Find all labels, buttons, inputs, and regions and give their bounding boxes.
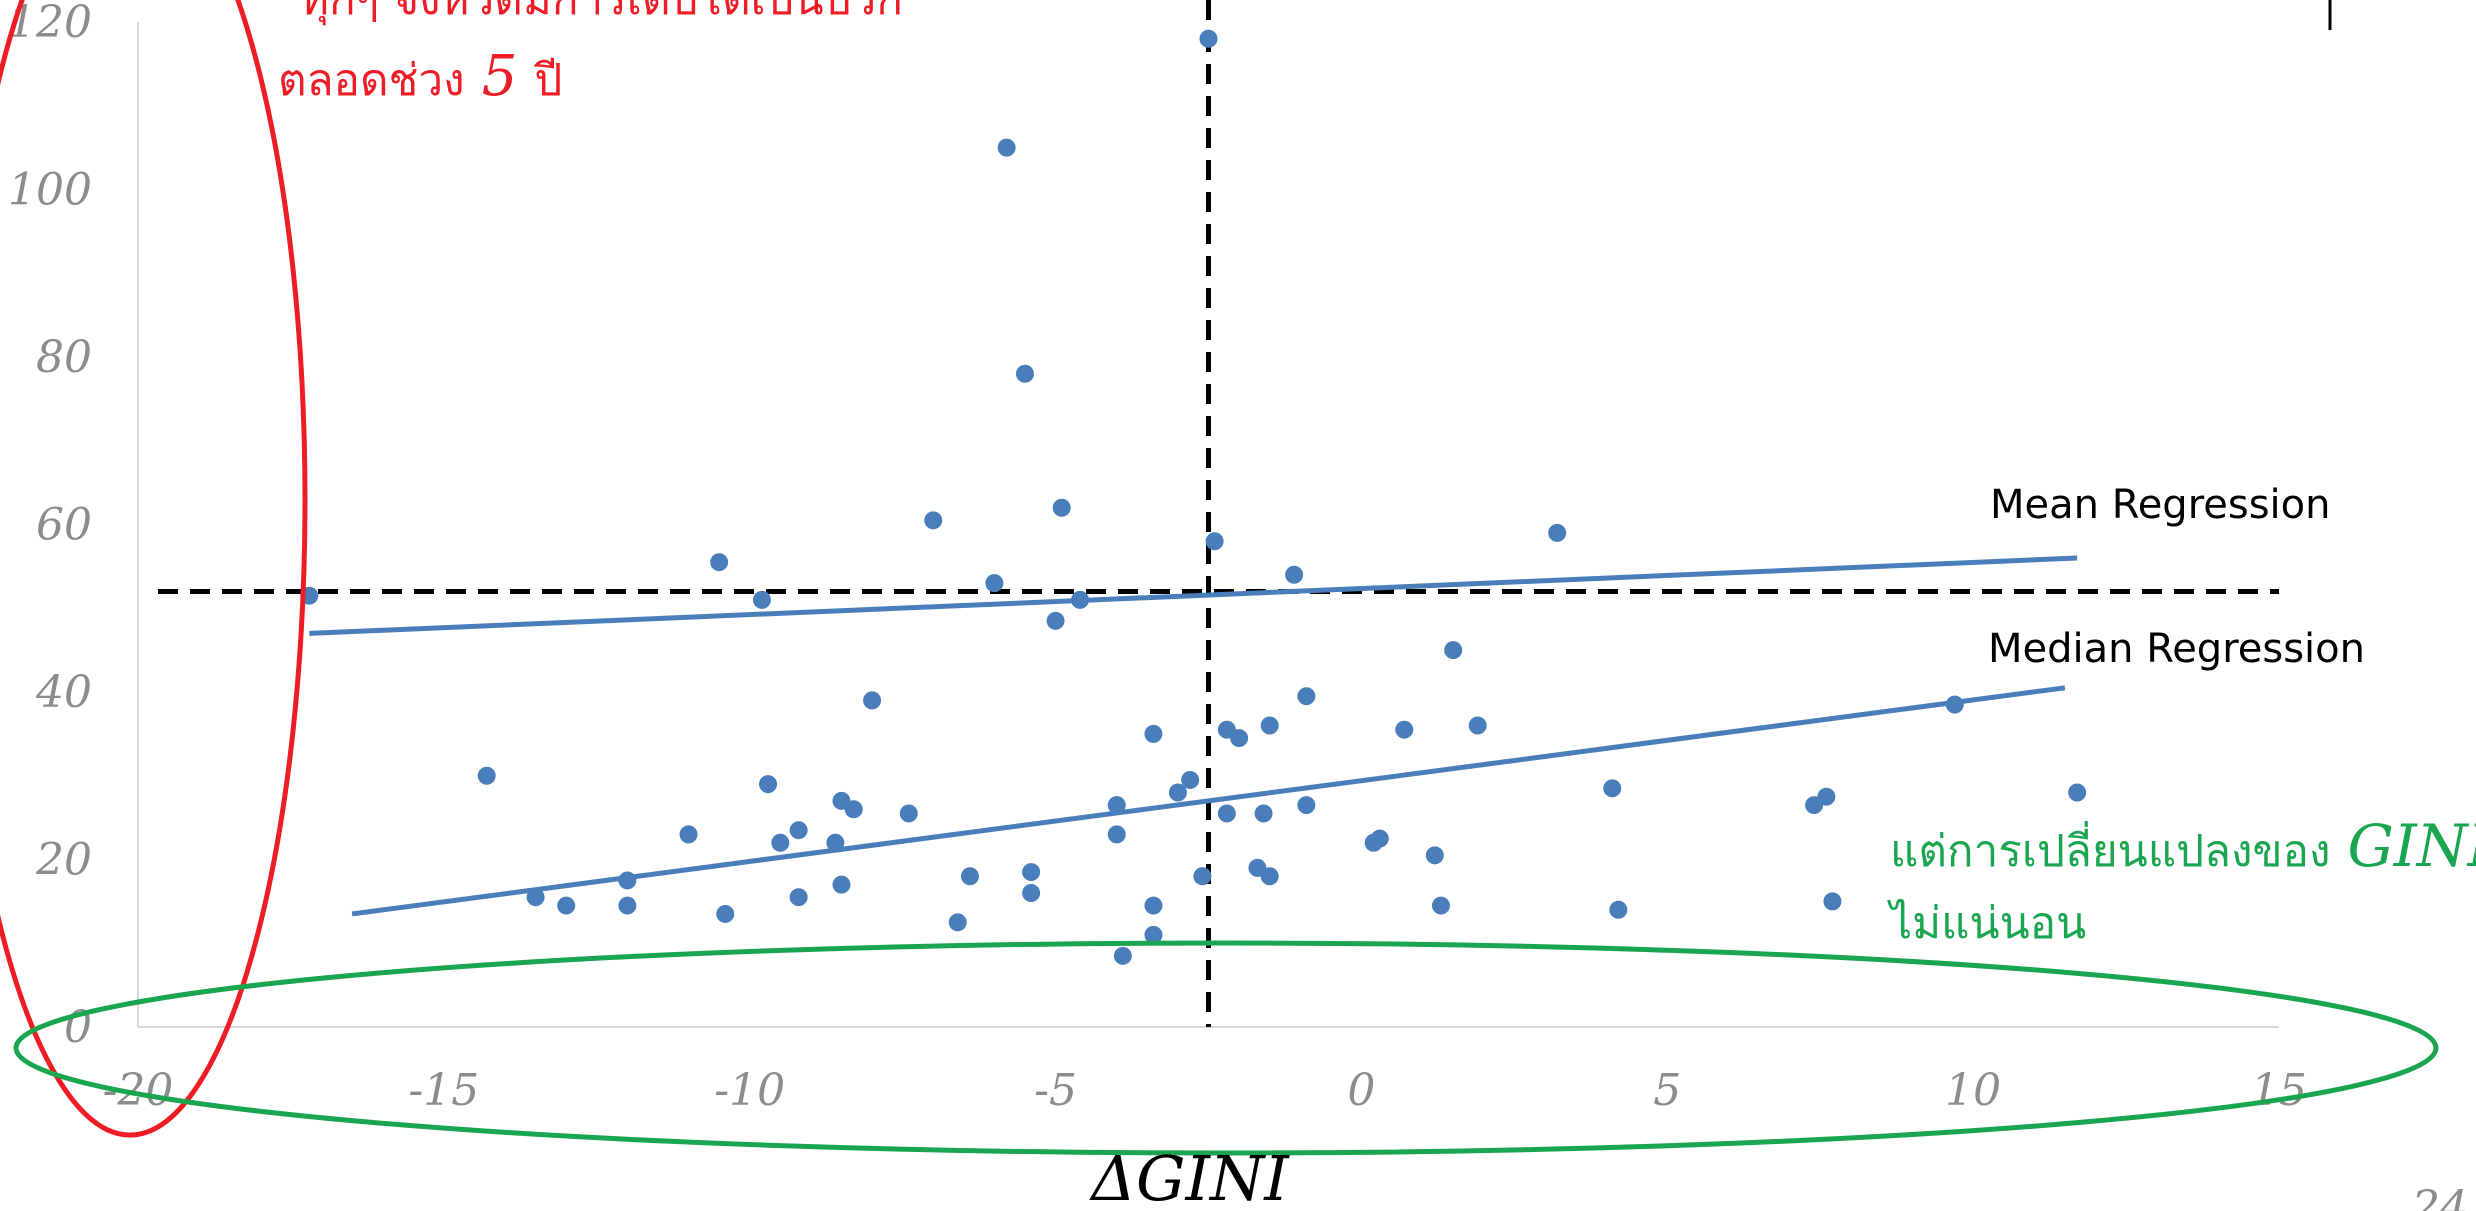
data-point: [1297, 687, 1316, 706]
data-point: [924, 511, 943, 530]
data-point: [789, 888, 808, 907]
data-point: [526, 888, 545, 907]
mean-regression-line: [309, 555, 2078, 636]
red-ellipse-annotation: [0, 0, 308, 1138]
x-tick-labels: -20 -15 -10 -5 0 5 10 15: [103, 1065, 2307, 1116]
green-annotation-line1: แต่การเปลี่ยนแปลงของ GINI: [1890, 812, 2476, 880]
data-point: [759, 775, 778, 794]
data-point: [1107, 796, 1126, 815]
data-point: [1817, 787, 1836, 806]
data-point: [1217, 804, 1236, 823]
data-point: [557, 896, 576, 915]
data-point: [832, 875, 851, 894]
data-point: [1144, 896, 1163, 915]
data-point: [618, 896, 637, 915]
data-point: [899, 804, 918, 823]
y-tick-label: 80: [36, 332, 92, 383]
data-point: [1603, 779, 1622, 798]
data-point: [477, 766, 496, 785]
data-point: [1015, 364, 1034, 383]
data-point: [1046, 611, 1065, 630]
data-point: [1168, 783, 1187, 802]
data-point: [948, 913, 967, 932]
data-point: [1395, 720, 1414, 739]
data-point: [1113, 946, 1132, 965]
x-tick-label: 0: [1347, 1065, 1375, 1116]
mean-regression-label: Mean Regression: [1990, 482, 2331, 528]
data-point: [1022, 863, 1041, 882]
data-point: [1548, 523, 1567, 542]
median-regression-line: [351, 685, 2066, 917]
data-point: [1071, 590, 1090, 609]
x-tick-label: -15: [408, 1065, 479, 1116]
median-regression-label: Median Regression: [1988, 626, 2365, 672]
data-point: [1431, 896, 1450, 915]
data-point: [1609, 900, 1628, 919]
data-point: [1199, 29, 1218, 48]
data-point: [844, 800, 863, 819]
data-point: [679, 825, 698, 844]
y-tick-label: 60: [36, 500, 92, 551]
data-point: [789, 821, 808, 840]
data-point: [771, 833, 790, 852]
data-point: [710, 553, 729, 572]
data-point: [1052, 498, 1071, 517]
data-point: [1260, 867, 1279, 886]
green-annotation-line2: ไม่แน่นอน: [1887, 898, 2086, 949]
data-point: [1823, 892, 1842, 911]
green-ellipse-annotation: [13, 940, 2439, 1156]
slide-number: 24: [2411, 1182, 2468, 1211]
x-tick-label: -5: [1034, 1065, 1077, 1116]
data-point: [1230, 729, 1249, 748]
x-tick-label: 5: [1653, 1065, 1681, 1116]
data-points: [300, 29, 2087, 965]
red-annotation-line1: ทุกๆ จังหวัดมีการเติบโตเป็นบวก: [300, 0, 903, 26]
x-tick-label: 15: [2251, 1065, 2307, 1116]
y-tick-label: 20: [35, 835, 92, 886]
data-point: [752, 590, 771, 609]
data-point: [1144, 724, 1163, 743]
data-point: [1370, 829, 1389, 848]
y-tick-label: 40: [35, 667, 92, 718]
data-point: [997, 138, 1016, 157]
data-point: [1444, 641, 1463, 660]
data-point: [716, 904, 735, 923]
y-tick-labels: 0 20 40 60 80 100 120: [8, 0, 92, 1053]
data-point: [985, 574, 1004, 593]
data-point: [863, 691, 882, 710]
data-point: [1254, 804, 1273, 823]
data-point: [1297, 796, 1316, 815]
data-point: [1468, 716, 1487, 735]
data-point: [1181, 770, 1200, 789]
data-point: [1205, 532, 1224, 551]
red-annotation-line2: ตลอดช่วง 5 ปี: [278, 44, 562, 109]
data-point: [1260, 716, 1279, 735]
y-tick-label: 100: [8, 165, 92, 216]
data-point: [826, 833, 845, 852]
data-point: [960, 867, 979, 886]
x-tick-label: 10: [1945, 1065, 2001, 1116]
data-point: [1022, 884, 1041, 902]
x-axis-title: ΔGINI: [1089, 1142, 1290, 1211]
y-tick-label: 0: [64, 1002, 92, 1053]
data-point: [1945, 695, 1964, 714]
data-point: [2068, 783, 2087, 802]
x-tick-label: -10: [714, 1065, 785, 1116]
data-point: [1193, 867, 1212, 886]
data-point: [1285, 565, 1304, 584]
data-point: [1107, 825, 1126, 844]
data-point: [618, 871, 637, 890]
data-point: [1425, 846, 1444, 865]
data-point: [1144, 925, 1163, 944]
y-tick-label: 120: [8, 0, 92, 48]
